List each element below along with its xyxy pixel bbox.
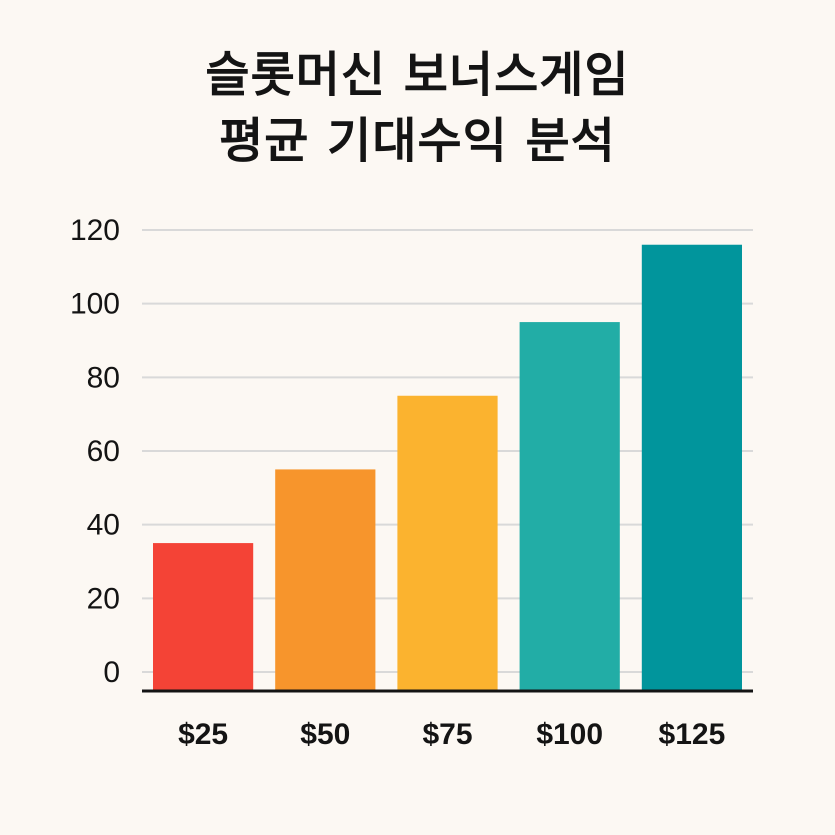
x-tick-label: $125 <box>659 718 726 751</box>
chart-title-line-2: 평균 기대수익 분석 <box>219 113 616 169</box>
bar-25 <box>152 543 254 691</box>
chart-title: 슬롯머신 보너스게임 평균 기대수익 분석 <box>0 42 835 174</box>
x-tick-label: $50 <box>300 718 350 751</box>
y-axis-tick-labels: 0 20 40 60 80 100 120 <box>70 214 120 689</box>
bars <box>152 244 743 691</box>
bar-50 <box>275 469 376 691</box>
x-tick-label: $25 <box>178 718 228 751</box>
y-tick-label: 60 <box>87 435 120 468</box>
y-tick-label: 40 <box>87 509 120 542</box>
y-tick-label: 20 <box>87 582 120 615</box>
bar-100 <box>519 322 620 691</box>
bar-125 <box>641 244 743 691</box>
x-axis-category-labels: $25 $50 $75 $100 $125 <box>178 718 725 751</box>
y-tick-label: 100 <box>70 288 120 321</box>
chart-title-line-1: 슬롯머신 보너스게임 <box>205 47 630 103</box>
y-tick-label: 0 <box>103 656 120 689</box>
y-tick-label: 80 <box>87 361 120 394</box>
bar-75 <box>397 395 498 691</box>
x-tick-label: $100 <box>536 718 603 751</box>
y-tick-label: 120 <box>70 214 120 247</box>
x-tick-label: $75 <box>422 718 472 751</box>
